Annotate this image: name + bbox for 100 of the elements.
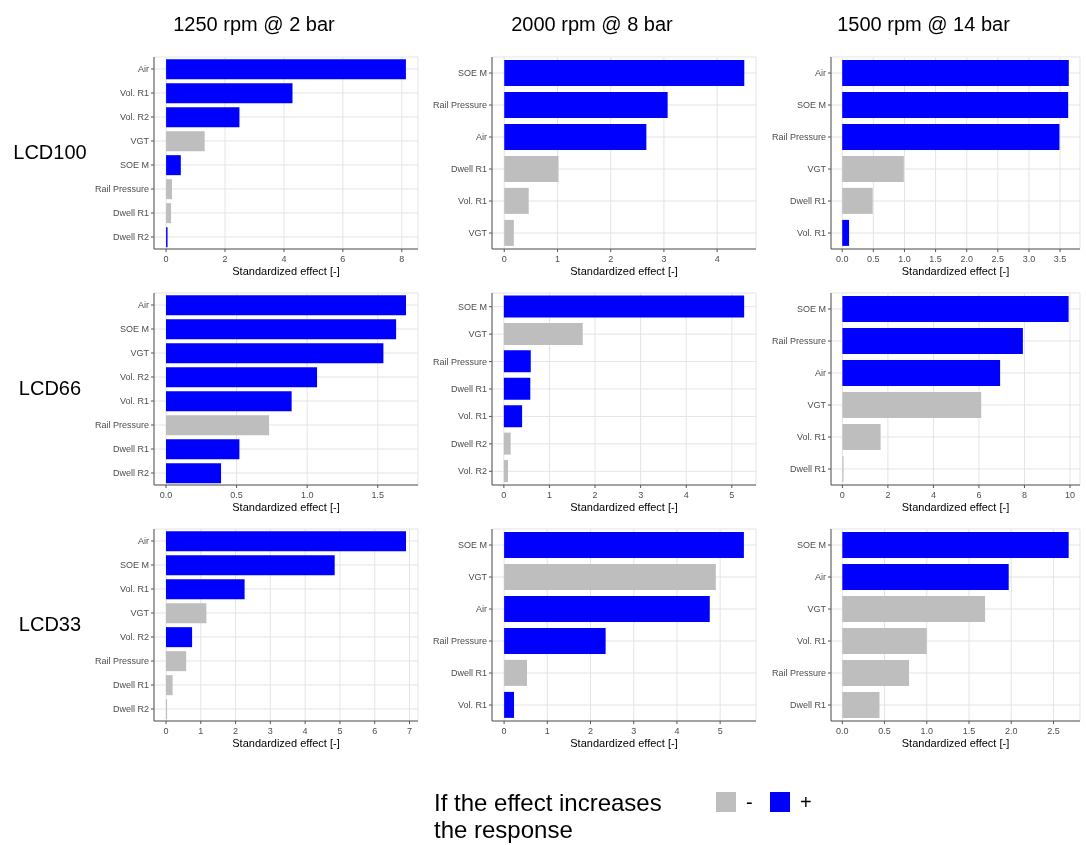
x-tick-label: 2.0 xyxy=(1004,726,1018,737)
bar xyxy=(504,155,559,182)
y-tick-label: Air xyxy=(476,132,487,143)
bar xyxy=(166,391,292,412)
y-tick-label: Dwell R2 xyxy=(112,704,149,715)
y-tick-label: Vol. R1 xyxy=(457,411,487,422)
y-tick-label: Rail Pressure xyxy=(94,184,149,195)
bar xyxy=(842,155,904,182)
y-tick-label: Vol. R1 xyxy=(796,636,826,647)
x-tick-label: 4 xyxy=(930,490,936,501)
bar xyxy=(504,59,745,86)
x-tick-label: 3 xyxy=(638,490,644,501)
y-tick-label: Vol. R2 xyxy=(119,632,149,643)
x-tick-label: 2 xyxy=(233,726,239,737)
y-tick-label: Vol. R1 xyxy=(119,584,149,595)
y-tick-label: Dwell R1 xyxy=(112,208,149,219)
x-tick-label: 1 xyxy=(544,726,550,737)
bar xyxy=(503,350,531,373)
bar xyxy=(842,659,910,686)
y-tick-label: Dwell R1 xyxy=(450,164,487,175)
x-tick-label: 2 xyxy=(592,490,598,501)
x-tick-label: 6 xyxy=(372,726,378,737)
bar xyxy=(166,603,207,624)
legend-label: + xyxy=(800,791,812,813)
x-tick-label: 0 xyxy=(501,726,507,737)
x-tick-label: 3 xyxy=(631,726,637,737)
y-tick-label: Dwell R1 xyxy=(789,196,826,207)
bar xyxy=(842,627,927,654)
x-tick-label: 2 xyxy=(608,254,614,265)
y-tick-label: Dwell R1 xyxy=(789,464,826,475)
bar xyxy=(166,463,222,484)
x-tick-label: 2.5 xyxy=(991,254,1005,265)
bar xyxy=(503,405,523,428)
y-tick-label: Air xyxy=(138,536,149,547)
y-tick-label: SOE M xyxy=(457,68,487,79)
x-tick-label: 3.0 xyxy=(1022,254,1036,265)
x-axis-title: Standardized effect [-] xyxy=(232,501,340,513)
y-tick-label: Vol. R2 xyxy=(119,112,149,123)
x-tick-label: 0.5 xyxy=(878,726,891,737)
bar xyxy=(166,59,406,80)
bar xyxy=(842,327,1023,354)
y-tick-label: Dwell R1 xyxy=(450,668,487,679)
x-tick-label: 2 xyxy=(588,726,594,737)
y-tick-label: Vol. R2 xyxy=(119,372,149,383)
x-tick-label: 1.0 xyxy=(898,254,911,265)
x-tick-label: 3 xyxy=(267,726,273,737)
y-axis-title: LCD33 xyxy=(17,612,83,636)
x-tick-label: 4 xyxy=(683,490,689,501)
chart-title: 2000 rpm @ 8 bar xyxy=(510,12,674,36)
bar xyxy=(842,219,850,246)
y-tick-label: Vol. R1 xyxy=(119,396,149,407)
bar xyxy=(166,439,240,460)
x-tick-label: 5 xyxy=(717,726,723,737)
x-tick-label: 0 xyxy=(163,254,169,265)
y-tick-label: SOE M xyxy=(457,540,487,551)
x-axis-title: Standardized effect [-] xyxy=(232,265,340,277)
y-tick-label: SOE M xyxy=(119,160,149,171)
x-axis-title: Standardized effect [-] xyxy=(901,737,1010,749)
x-tick-label: 3.5 xyxy=(1053,254,1067,265)
y-tick-label: Vol. R1 xyxy=(119,88,149,99)
bar xyxy=(504,627,606,654)
y-tick-label: Dwell R1 xyxy=(112,444,149,455)
y-tick-label: Dwell R1 xyxy=(112,680,149,691)
x-tick-label: 1 xyxy=(198,726,204,737)
bar xyxy=(503,460,508,483)
y-tick-label: Air xyxy=(138,300,149,311)
y-tick-label: Air xyxy=(815,368,826,379)
x-tick-label: 0.0 xyxy=(835,254,849,265)
bar xyxy=(842,187,873,214)
bar xyxy=(842,423,881,450)
x-tick-label: 1.5 xyxy=(962,726,976,737)
y-tick-label: VGT xyxy=(807,400,827,411)
bar xyxy=(504,595,710,622)
x-axis-title: Standardized effect [-] xyxy=(570,265,678,277)
bar xyxy=(166,319,397,340)
y-tick-label: Dwell R1 xyxy=(789,700,826,711)
y-tick-label: VGT xyxy=(468,329,488,340)
bar xyxy=(166,627,193,648)
y-tick-label: Air xyxy=(815,572,826,583)
x-tick-label: 7 xyxy=(406,726,412,737)
bar xyxy=(504,219,514,246)
y-tick-label: Dwell R2 xyxy=(112,468,149,479)
legend-label: - xyxy=(746,791,754,813)
bar xyxy=(503,432,511,455)
x-axis-title: Standardized effect [-] xyxy=(570,737,678,749)
y-tick-label: SOE M xyxy=(796,100,826,111)
legend-title: If the effect increases the response xyxy=(434,789,663,843)
bar xyxy=(166,579,245,600)
y-tick-label: Rail Pressure xyxy=(432,636,487,647)
y-tick-label: VGT xyxy=(130,608,150,619)
y-tick-label: Rail Pressure xyxy=(771,668,826,679)
x-tick-label: 5 xyxy=(337,726,343,737)
bar xyxy=(504,659,527,686)
y-tick-label: Rail Pressure xyxy=(432,356,487,367)
bar xyxy=(166,555,335,576)
y-tick-label: Vol. R1 xyxy=(796,228,826,239)
bar xyxy=(166,83,293,104)
bar xyxy=(504,91,668,118)
y-tick-label: SOE M xyxy=(796,304,826,315)
bar xyxy=(842,563,1009,590)
